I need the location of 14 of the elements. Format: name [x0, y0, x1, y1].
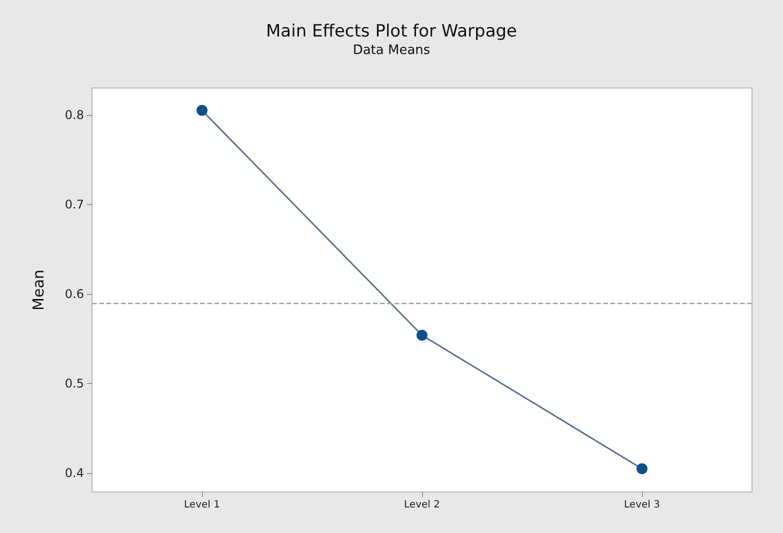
y-tick-label: 0.6	[64, 287, 84, 302]
y-tick-label: 0.8	[64, 108, 84, 122]
point	[416, 330, 428, 341]
chart-subtitle: Data Means	[352, 43, 430, 58]
y-tick-label: 0.7	[64, 197, 84, 212]
x-tick-label: Level 3	[624, 500, 660, 510]
x-tick-label: Level 1	[184, 500, 220, 510]
x-tick-label: Level 2	[404, 500, 440, 510]
y-tick-label: 0.4	[64, 466, 84, 480]
point	[196, 104, 208, 116]
y-tick-label: 0.5	[64, 376, 84, 391]
y-axis-title: Mean	[30, 270, 48, 310]
point	[636, 463, 648, 474]
chart-title: Main Effects Plot for Warpage	[266, 22, 517, 42]
